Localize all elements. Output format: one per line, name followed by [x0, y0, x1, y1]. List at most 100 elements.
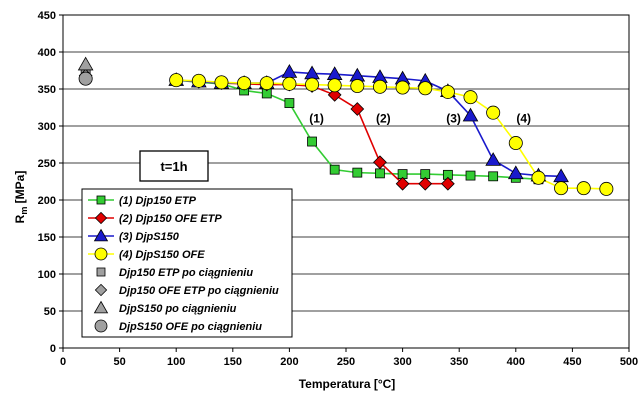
series-2-point: [350, 102, 365, 116]
y-tick-label: 0: [50, 343, 56, 355]
legend-entry: DjpS150 OFE po ciągnieniu: [94, 319, 262, 333]
legend-swatch-marker: [93, 228, 109, 242]
x-tick-label: 150: [224, 356, 242, 368]
condition-label: t=1h: [160, 159, 187, 174]
legend-swatch-marker: [96, 267, 106, 277]
series-4-point: [259, 76, 274, 91]
series-1-point: [352, 167, 363, 178]
series-7-point: [77, 56, 94, 71]
series-4-point: [214, 75, 229, 90]
y-tick-label: 100: [38, 269, 56, 281]
series-4-point: [191, 73, 206, 88]
x-tick-label: 0: [60, 356, 66, 368]
series-4-point: [599, 181, 614, 196]
series-2-point: [373, 155, 387, 170]
series-1-point: [488, 171, 499, 182]
x-tick-label: 400: [507, 356, 525, 368]
y-tick-label: 300: [38, 121, 56, 133]
legend-swatch-marker: [94, 283, 108, 297]
series-2-point: [418, 176, 433, 191]
series-4-point: [463, 90, 478, 105]
series-4-point: [282, 76, 297, 91]
y-axis-title-symbol: R: [13, 214, 27, 223]
legend-label: Djp150 ETP po ciągnieniu: [119, 267, 253, 279]
y-axis-title-unit: [MPa]: [13, 171, 27, 207]
legend: (1) Djp150 ETP (2) Djp150 OFE ETP (3) DjpS…: [81, 188, 293, 338]
x-tick-label: 200: [280, 356, 298, 368]
series-1-point: [307, 136, 317, 147]
y-axis: 0 50 100 150 200 250 300 350 400 450: [38, 10, 63, 355]
curve-label: (2): [376, 111, 391, 125]
legend-swatch-marker: [93, 300, 109, 314]
legend-entry: DjpS150 po ciągnieniu: [93, 300, 237, 315]
x-tick-label: 300: [393, 356, 411, 368]
y-tick-label: 50: [44, 306, 56, 318]
series-2-line: [176, 79, 448, 185]
curve-annotations: (1) (2) (3) (4): [309, 111, 531, 125]
legend-swatch-marker: [96, 195, 106, 205]
series-4-point: [372, 79, 387, 94]
series-1-point: [375, 168, 385, 179]
x-tick-label: 350: [450, 356, 468, 368]
x-axis-title: Temperatura [°C]: [299, 377, 396, 391]
series-2-point: [441, 176, 455, 191]
series-1-line: [176, 79, 539, 181]
series-1-point: [329, 164, 340, 175]
legend-label: DjpS150 OFE po ciągnieniu: [119, 321, 262, 333]
series-4-point: [440, 84, 455, 99]
series-4-point: [486, 105, 501, 120]
series-1-point: [465, 170, 476, 181]
condition-box: t=1h: [139, 150, 209, 182]
series-4-point: [237, 76, 252, 91]
legend-entry: (2) Djp150 OFE ETP: [88, 211, 222, 225]
series-4-point: [531, 170, 546, 185]
legend-swatch-marker: [94, 319, 108, 333]
x-tick-label: 250: [337, 356, 355, 368]
legend-entry: Djp150 ETP po ciągnieniu: [96, 267, 253, 279]
legend-label: (4) DjpS150 OFE: [119, 249, 205, 261]
y-tick-label: 200: [38, 195, 56, 207]
series-4-point: [418, 81, 433, 96]
curve-label: (4): [516, 111, 531, 125]
series-4-point: [350, 79, 365, 94]
y-axis-title: Rm [MPa]: [13, 171, 29, 224]
x-tick-label: 50: [113, 356, 125, 368]
y-tick-label: 450: [38, 10, 56, 22]
series-4-point: [305, 77, 320, 92]
series-2-point: [395, 176, 410, 191]
y-tick-label: 250: [38, 158, 56, 170]
curve-label: (3): [446, 111, 461, 125]
y-tick-label: 400: [38, 47, 56, 59]
series-3-point: [507, 165, 524, 180]
series-8-point: [78, 71, 93, 86]
series-1-point: [284, 98, 295, 108]
legend-label: (2) Djp150 OFE ETP: [119, 213, 222, 225]
legend-label: (3) DjpS150: [119, 231, 180, 243]
series-4-point: [169, 73, 184, 88]
legend-entry: Djp150 OFE ETP po ciągnieniu: [94, 283, 279, 297]
y-tick-label: 150: [38, 232, 56, 244]
series-4-point: [327, 78, 342, 93]
series-4-point: [554, 181, 569, 196]
legend-entry: (1) Djp150 ETP: [88, 195, 197, 207]
series-4-point: [508, 136, 523, 151]
series-3-point: [485, 152, 501, 166]
legend-swatch-marker: [94, 247, 108, 261]
series-4-point: [576, 181, 591, 196]
y-tick-label: 350: [38, 84, 56, 96]
x-tick-label: 450: [563, 356, 581, 368]
series-markers: [77, 56, 614, 196]
curve-label: (1): [309, 111, 324, 125]
series-3-point: [462, 107, 479, 122]
legend-label: Djp150 OFE ETP po ciągnieniu: [119, 285, 279, 297]
series-2-point: [327, 88, 342, 102]
legend-entry: (3) DjpS150: [88, 228, 180, 243]
x-tick-label: 500: [620, 356, 638, 368]
legend-label: (1) Djp150 ETP: [119, 195, 197, 207]
legend-entry: (4) DjpS150 OFE: [88, 247, 205, 261]
series-4-point: [395, 80, 410, 95]
legend-label: DjpS150 po ciągnieniu: [119, 303, 237, 315]
legend-swatch-marker: [94, 211, 108, 225]
series-3-point: [281, 64, 298, 78]
